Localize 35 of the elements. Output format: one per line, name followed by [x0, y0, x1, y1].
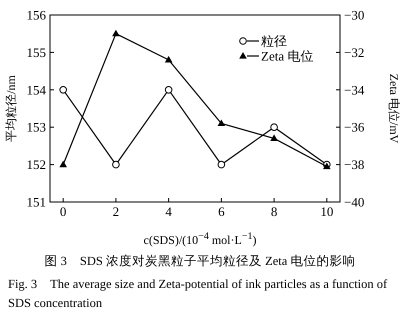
x-tick-label: 8 [270, 204, 278, 219]
x-tick-label: 4 [165, 204, 172, 219]
point [218, 119, 226, 126]
y-axis-title: 平均粒径/nm [4, 74, 18, 142]
y-tick-label: 155 [26, 44, 46, 60]
x-tick-label: 2 [112, 204, 120, 219]
caption: 图 3 SDS 浓度对炭黑粒子平均粒径及 Zeta 电位的影响 [44, 253, 356, 270]
point [218, 160, 226, 168]
y2-tick-label: −36 [344, 120, 365, 135]
point [164, 86, 172, 94]
x-axis-title: c(SDS)/(10$^{−4}$ mol·L$^{−1}$) [142, 231, 258, 248]
y2-tick-label: −32 [344, 44, 364, 60]
y-tick-label: 156 [26, 8, 46, 22]
point [270, 134, 278, 142]
point [59, 86, 67, 94]
y2-tick-label: −40 [344, 194, 364, 210]
y2-tick-label: −30 [344, 8, 364, 22]
caption: Fig. 3 The average size and Zeta-potential of ink particles as a function of SDS concentration [8, 276, 388, 312]
y2-axis-title: Zeta 电位/mV [387, 74, 400, 144]
point [59, 160, 67, 168]
point [164, 56, 172, 62]
legend-label: 粒径 [261, 34, 287, 48]
legend-label: Zeta 电位 [261, 48, 314, 64]
y-tick-label: 153 [26, 120, 46, 135]
point [270, 123, 278, 131]
y-tick-label: 152 [26, 157, 46, 172]
y2-tick-label: −34 [344, 82, 365, 98]
point [112, 30, 120, 36]
x-tick-label: 6 [218, 204, 226, 219]
y-tick-label: 151 [26, 194, 46, 210]
x-tick-label: 10 [320, 204, 334, 219]
x-tick-label: 0 [60, 204, 66, 219]
y2-tick-label: −38 [344, 157, 364, 172]
y-tick-label: 154 [26, 82, 46, 98]
point [112, 160, 120, 168]
